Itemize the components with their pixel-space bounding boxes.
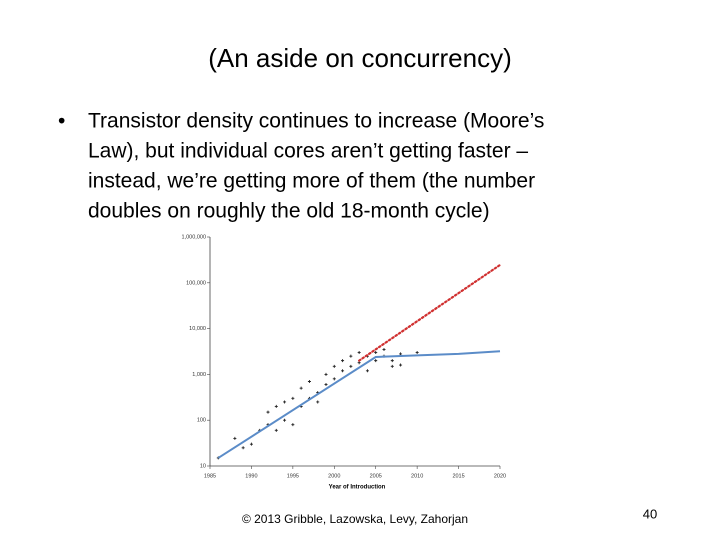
data-point [357,351,361,355]
y-tick-label: 10,000 [189,326,206,332]
data-point [390,364,394,368]
data-point [390,359,394,363]
projection-line [358,263,502,362]
y-tick-label: 10 [200,463,206,469]
x-tick-label: 2000 [328,473,340,479]
x-tick-label: 2020 [494,473,506,479]
slide-title: (An aside on concurrency) [208,43,511,73]
x-tick-label: 1990 [245,473,257,479]
data-point [399,363,403,367]
footer: © 2013 Gribble, Lazowska, Levy, Zahorjan [242,512,468,526]
data-point [324,372,328,376]
data-point [266,410,270,414]
trend-line [217,350,501,459]
data-point [249,442,253,446]
data-point [291,396,295,400]
data-point [341,359,345,363]
data-point [316,400,320,404]
y-tick-label: 1,000 [192,372,206,378]
bullet: • [58,110,65,133]
x-tick-label: 2010 [411,473,423,479]
page-number: 40 [643,506,657,521]
bullet-line: Transistor density continues to increase… [88,110,544,133]
data-point [233,436,237,440]
data-point [307,379,311,383]
data-point [349,354,353,358]
data-point [415,351,419,355]
data-point [399,352,403,356]
y-tick-label: 100 [197,418,206,424]
bullet-line: doubles on roughly the old 18-month cycl… [88,200,490,223]
bullet-line: instead, we’re getting more of them (the… [88,170,535,193]
data-point [332,364,336,368]
data-point [374,359,378,363]
data-point [241,446,245,450]
data-point [332,377,336,381]
bullet-line: Law), but individual cores aren’t gettin… [88,140,528,163]
data-point [341,369,345,373]
x-tick-label: 1985 [204,473,216,479]
data-point [324,383,328,387]
x-axis-label: Year of Introduction [329,485,386,491]
data-point [291,423,295,427]
y-tick-label: 100,000 [186,280,206,286]
data-point [349,364,353,368]
x-tick-label: 1995 [287,473,299,479]
data-point [374,351,378,355]
y-tick-label: 1,000,000 [182,234,206,240]
x-tick-label: 2015 [452,473,464,479]
data-point [283,418,287,422]
data-point [382,347,386,351]
data-point [283,400,287,404]
data-point [365,369,369,373]
data-point [274,428,278,432]
x-tick-label: 2005 [370,473,382,479]
data-point [299,386,303,390]
data-point [274,404,278,408]
